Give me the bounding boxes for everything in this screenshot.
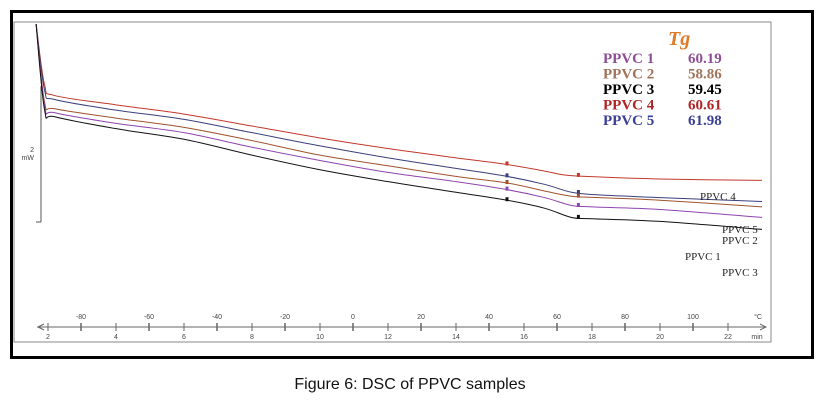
- tg-marker-ppvc-5: [576, 189, 580, 194]
- curve-label-ppvc-4: PPVC 4: [700, 191, 736, 203]
- time-tick-label: 22: [724, 334, 732, 341]
- legend-name-ppvc-1: PPVC 1: [603, 51, 654, 67]
- legend: Tg PPVC 1 60.19 PPVC 2 58.86 PPVC 3 59.45 PPVC…: [603, 28, 722, 129]
- tg-marker-ppvc-3: [505, 197, 509, 202]
- legend-name-ppvc-5: PPVC 5: [603, 113, 654, 129]
- curve-ppvc-5: [35, 23, 763, 203]
- tg-marker-ppvc-4: [576, 172, 580, 177]
- legend-tg-ppvc-3: 59.45: [688, 82, 722, 98]
- legend-title: Tg: [668, 28, 690, 50]
- x-axis: 2 4 6 8 10 12 14 16 18 20 22 -80 -60 -40 -20 0 20 40 60 80 1…: [36, 313, 768, 341]
- temp-tick-label: -20: [280, 314, 290, 321]
- tg-marker-ppvc-1: [576, 202, 580, 207]
- legend-tg-ppvc-2: 58.86: [688, 67, 722, 83]
- tg-marker-ppvc-1: [505, 186, 509, 191]
- scale-bar: 2 mW: [22, 86, 42, 223]
- tg-marker-ppvc-3: [576, 214, 580, 219]
- curve-label-ppvc-1: PPVC 1: [685, 251, 721, 263]
- curve-label-ppvc-2: PPVC 2: [722, 235, 758, 247]
- temp-tick-label: -80: [76, 314, 86, 321]
- time-tick-label: 16: [520, 334, 528, 341]
- legend-tg-ppvc-5: 61.98: [688, 113, 722, 129]
- tg-marker-ppvc-2: [576, 193, 580, 198]
- time-tick-label: 20: [656, 334, 664, 341]
- time-tick-label: 8: [250, 334, 254, 341]
- legend-name-ppvc-3: PPVC 3: [603, 82, 654, 98]
- temp-tick-label: 60: [553, 314, 561, 321]
- scale-bar-value: 2: [30, 147, 34, 154]
- time-tick-label: 10: [316, 334, 324, 341]
- temp-tick-label: 100: [687, 314, 699, 321]
- temp-tick-label: -40: [212, 314, 222, 321]
- temp-unit-label: °C: [754, 313, 762, 321]
- figure-frame: [10, 10, 814, 359]
- time-unit-label: min: [751, 334, 762, 341]
- plot-area: [13, 21, 772, 343]
- figure-caption: Figure 6: DSC of PPVC samples: [294, 376, 526, 393]
- legend-name-ppvc-2: PPVC 2: [603, 67, 654, 83]
- legend-tg-ppvc-4: 60.61: [688, 98, 722, 114]
- time-tick-label: 18: [588, 334, 596, 341]
- time-tick-label: 4: [114, 334, 118, 341]
- curve-ppvc-1: [35, 23, 763, 218]
- curve-ppvc-2: [35, 23, 763, 208]
- tg-marker-ppvc-4: [505, 161, 509, 166]
- temp-tick-label: -60: [144, 314, 154, 321]
- curves: [35, 23, 763, 230]
- temp-tick-label: 80: [621, 314, 629, 321]
- tg-marker-ppvc-5: [505, 173, 509, 178]
- temp-tick-label: 20: [417, 314, 425, 321]
- curve-label-ppvc-5: PPVC 5: [722, 224, 758, 236]
- legend-tg-ppvc-1: 60.19: [688, 51, 722, 67]
- time-tick-label: 14: [452, 334, 460, 341]
- time-tick-label: 2: [46, 334, 50, 341]
- curve-ppvc-4: [35, 23, 763, 181]
- axis-start-icon: [36, 323, 45, 331]
- tg-marker-ppvc-2: [505, 180, 509, 184]
- axis-arrow-icon: [759, 323, 768, 331]
- legend-name-ppvc-4: PPVC 4: [603, 98, 655, 114]
- time-tick-label: 12: [384, 334, 392, 341]
- curve-ppvc-3: [35, 23, 763, 230]
- time-tick-label: 6: [182, 334, 186, 341]
- temp-tick-label: 0: [351, 314, 355, 321]
- curve-label-ppvc-3: PPVC 3: [722, 267, 758, 279]
- temp-tick-label: 40: [485, 314, 493, 321]
- scale-bar-unit: mW: [22, 155, 35, 162]
